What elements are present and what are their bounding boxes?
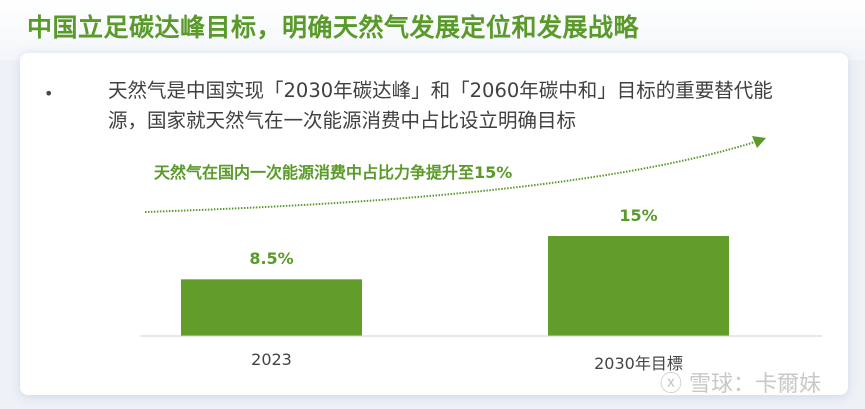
trend-arrow-head xyxy=(752,136,766,148)
trend-annotation: 天然气在国内一次能源消费中占比力争提升至15% xyxy=(154,163,513,182)
category-label: 2023 xyxy=(251,350,292,369)
bar-1 xyxy=(548,236,729,336)
category-label: 2030年目標 xyxy=(594,354,683,373)
data-label: 15% xyxy=(619,206,658,225)
header-band xyxy=(0,0,865,60)
bullet-marker: • xyxy=(44,84,54,103)
data-label: 8.5% xyxy=(249,249,294,269)
bar-0 xyxy=(181,279,362,336)
content-card xyxy=(20,53,848,395)
trend-arrow-line xyxy=(144,141,756,213)
watermark: ⓧ 雪球：卡爾妹 xyxy=(660,372,821,397)
page-title: 中国立足碳达峰目标，明确天然气发展定位和发展战略 xyxy=(27,13,640,42)
bullet-text: 天然气是中国实现「2030年碳达峰」和「2060年碳中和」目标的重要替代能源，国… xyxy=(108,79,773,132)
